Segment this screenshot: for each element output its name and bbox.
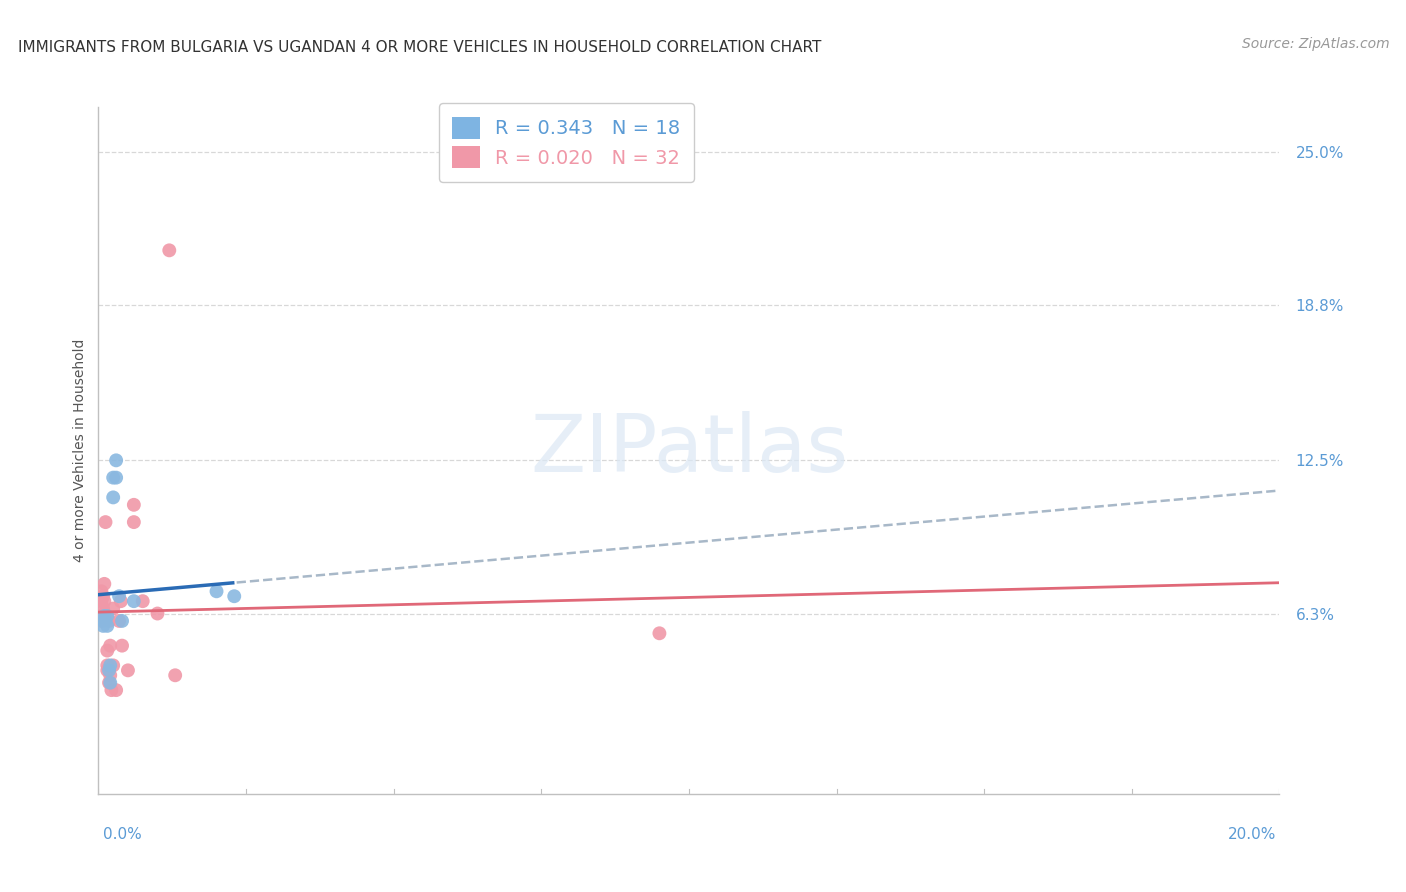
Point: [165, 668, 187, 682]
Point: [93, 577, 115, 591]
Point: [98, 675, 121, 690]
Point: [98, 639, 121, 653]
Point: [93, 609, 115, 624]
Point: [98, 675, 121, 690]
Point: [98, 658, 121, 673]
Y-axis label: 4 or more Vehicles in Household: 4 or more Vehicles in Household: [73, 339, 87, 562]
Point: [90, 594, 112, 608]
Point: [117, 664, 139, 678]
Point: [146, 607, 169, 621]
Point: [98, 664, 121, 678]
Point: [98, 614, 121, 628]
Point: [91, 601, 114, 615]
Point: [96, 664, 118, 678]
Point: [91, 619, 114, 633]
Point: [111, 614, 134, 628]
Text: IMMIGRANTS FROM BULGARIA VS UGANDAN 4 OR MORE VEHICLES IN HOUSEHOLD CORRELATION : IMMIGRANTS FROM BULGARIA VS UGANDAN 4 OR…: [18, 40, 821, 55]
Text: 20.0%: 20.0%: [1229, 827, 1277, 841]
Point: [103, 601, 125, 615]
Point: [132, 594, 155, 608]
Point: [93, 607, 115, 621]
Point: [103, 658, 125, 673]
Text: Source: ZipAtlas.com: Source: ZipAtlas.com: [1241, 37, 1389, 52]
Point: [94, 614, 117, 628]
Text: 0.0%: 0.0%: [103, 827, 142, 841]
Point: [105, 683, 128, 698]
Point: [96, 643, 118, 657]
Point: [122, 594, 145, 608]
Point: [122, 515, 145, 529]
Point: [111, 639, 134, 653]
Point: [91, 589, 114, 603]
Point: [108, 589, 131, 603]
Point: [157, 244, 180, 258]
Point: [96, 619, 118, 633]
Point: [103, 470, 125, 484]
Point: [96, 609, 118, 624]
Point: [105, 470, 128, 484]
Point: [103, 491, 125, 505]
Point: [648, 626, 671, 640]
Point: [105, 453, 128, 467]
Point: [90, 614, 112, 628]
Point: [110, 594, 132, 608]
Point: [94, 515, 117, 529]
Point: [91, 614, 114, 628]
Point: [205, 584, 228, 599]
Point: [93, 594, 115, 608]
Text: ZIPatlas: ZIPatlas: [530, 411, 848, 490]
Legend: R = 0.343   N = 18, R = 0.020   N = 32: R = 0.343 N = 18, R = 0.020 N = 32: [439, 103, 695, 182]
Point: [100, 683, 122, 698]
Point: [96, 658, 118, 673]
Point: [108, 614, 131, 628]
Point: [122, 498, 145, 512]
Point: [91, 609, 114, 624]
Point: [90, 584, 112, 599]
Point: [98, 668, 121, 682]
Point: [224, 589, 246, 603]
